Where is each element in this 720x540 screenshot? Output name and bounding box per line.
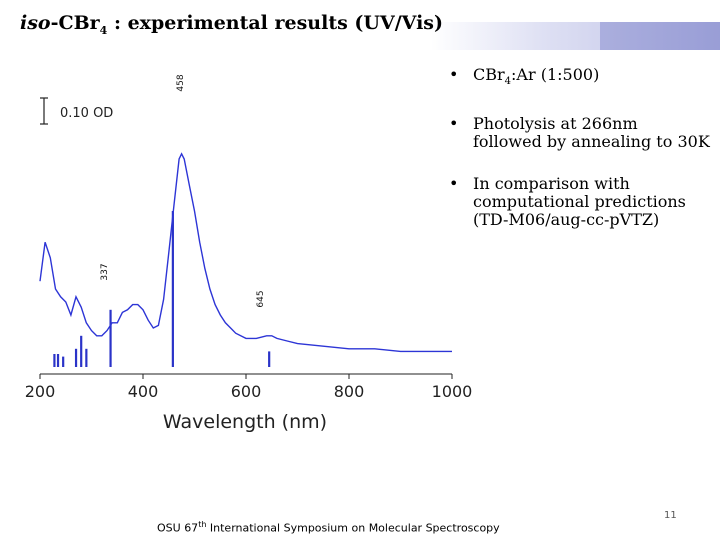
x-tick-label: 600 <box>231 382 262 401</box>
peak-label-458: 458 <box>176 74 186 91</box>
x-axis-ticks: 200 400 600 800 1000 <box>25 374 473 401</box>
footer-sup: th <box>198 520 207 529</box>
x-tick-label: 1000 <box>432 382 473 401</box>
bullet-matrix-subscript: 4 <box>504 76 512 88</box>
peak-label-645: 645 <box>256 290 266 307</box>
od-scale-bar: 0.10 OD <box>40 97 113 125</box>
title-rest: : experimental results (UV/Vis) <box>107 12 443 34</box>
bullet-matrix-formula: CBr <box>473 65 505 84</box>
scale-bar-label: 0.10 OD <box>60 106 113 121</box>
footer-pre: OSU 67 <box>157 521 199 535</box>
footer-conference: OSU 67th International Symposium on Mole… <box>157 520 500 535</box>
title-italic: iso <box>20 12 51 34</box>
bullet-photolysis: Photolysis at 266nm followed by annealin… <box>445 115 710 151</box>
bullet-matrix-ratio: :Ar (1:500) <box>511 65 600 84</box>
title-accent-block <box>600 22 720 50</box>
peak-annotations: 458 337 645 <box>100 74 266 307</box>
bullet-list: CBr4:Ar (1:500) Photolysis at 266nm foll… <box>445 66 710 253</box>
bullet-comparison: In comparison with computational predict… <box>445 175 710 229</box>
experimental-spectrum-line <box>39 152 452 353</box>
slide-title: iso-CBr4 : experimental results (UV/Vis) <box>20 12 443 37</box>
uv-vis-spectrum-chart: 200 400 600 800 1000 Wavelength (nm) 0.10 OD… <box>25 74 473 433</box>
x-axis-label: Wavelength (nm) <box>163 411 327 433</box>
x-tick-label: 800 <box>334 382 365 401</box>
x-tick-label: 400 <box>128 382 159 401</box>
title-formula: -CBr <box>50 12 100 34</box>
x-tick-label: 200 <box>25 382 56 401</box>
page-number: 11 <box>664 510 677 521</box>
bullet-matrix: CBr4:Ar (1:500) <box>445 66 710 91</box>
footer-post: International Symposium on Molecular Spe… <box>206 521 500 535</box>
computed-sticks <box>53 211 271 367</box>
peak-label-337: 337 <box>100 263 110 280</box>
title-accent-gradient <box>430 22 720 50</box>
title-subscript: 4 <box>99 23 108 37</box>
